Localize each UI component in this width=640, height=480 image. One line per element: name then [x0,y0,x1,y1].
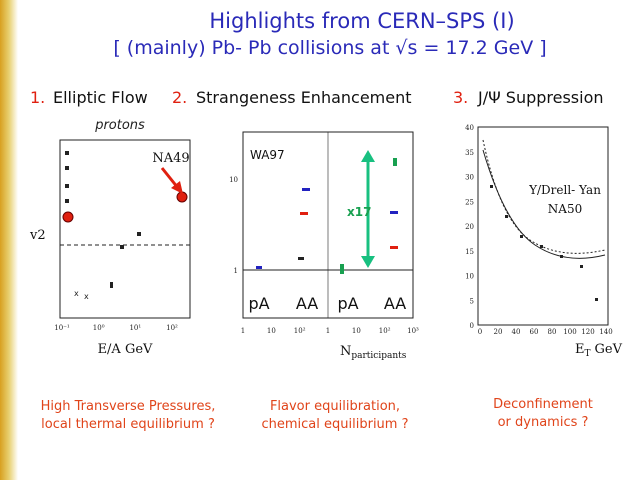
y-tick-label: 35 [465,149,474,157]
x-tick-label: 20 [494,328,503,336]
topic-number: 2. [172,88,187,107]
y-tick-label: 30 [465,174,474,182]
x-tick-label: 10⁰ [93,324,105,332]
arrowhead [361,150,375,162]
arrowhead [361,256,375,268]
x-tick-label: 80 [548,328,557,336]
y-tick-label: 25 [465,198,474,206]
x-label-sub: participants [351,351,406,361]
x-tick-label: 10² [294,327,306,335]
svg-text:x: x [74,289,79,298]
experiment-tag: WA97 [250,148,285,162]
panel-strangeness: WA97 x17 pA AA pA AA 1 10 Nparticipants [229,131,414,361]
caption-line: High Transverse Pressures, [41,399,216,414]
arrowhead [171,181,183,194]
group-label: AA [296,294,318,313]
y-tick-label: 10 [229,176,238,184]
topic-label: Strangeness Enhancement [196,88,412,107]
caption-line: chemical equilibrium ? [262,417,409,432]
legend-dot [62,211,74,223]
side-stripe [0,0,18,480]
svg-text:x: x [84,292,89,301]
y-tick-label: 40 [465,124,474,132]
y-tick-label: 0 [470,322,474,330]
topic-label: Elliptic Flow [53,88,148,107]
y-label: v2 [29,228,46,243]
topic-number: 3. [453,88,468,107]
x-tick-label: 10³ [407,327,419,335]
topic-number: 1. [30,88,45,107]
factor-label: x17 [347,205,371,219]
y-tick-label: 10 [465,273,474,281]
y-tick-label: 1 [234,267,238,275]
y-tick-label: 15 [465,248,474,256]
x-tick-label: 1 [241,327,245,335]
topics: 1. Elliptic Flow 2. Strangeness Enhancem… [30,88,604,107]
ratio-label: Y/Drell- Yan [528,183,601,197]
panel-jpsi: Y/Drell- Yan NA50 ET GeV [477,126,623,359]
x-tick-label: 10² [166,324,178,332]
x-tick-label: 140 [599,328,612,336]
x-label-unit: GeV [595,342,623,357]
experiment-tag: NA49 [152,151,189,166]
y-tick-label: 20 [465,223,474,231]
x-tick-label: 100 [563,328,576,336]
curve [482,139,606,254]
x-tick-label: 10¹ [129,324,141,332]
experiment-tag: NA50 [548,202,582,216]
markers [490,185,598,301]
caption-line: Flavor equilibration, [270,399,400,414]
group-label: pA [248,294,269,313]
caption-line: Deconfinement [493,397,593,412]
x-tick-label: 60 [530,328,539,336]
panel-heading: protons [94,118,145,133]
x-label: Nparticipants [340,344,407,361]
plot-frame [477,126,609,326]
x-tick-label: 10⁻¹ [54,324,70,332]
group-label: pA [337,294,358,313]
x-tick-label: 1 [326,327,330,335]
title: Highlights from CERN–SPS (I) [209,9,514,33]
x-label-main: E [575,342,585,357]
subtitle: [ (mainly) Pb- Pb collisions at √s = 17.… [113,37,546,59]
y-tick-label: 5 [470,297,474,305]
x-tick-label: 120 [581,328,594,336]
topic-label: J/Ψ Suppression [477,88,604,107]
caption-line: or dynamics ? [498,415,589,430]
x-tick-label: 10 [267,327,276,335]
x-label: E/A GeV [98,342,153,357]
x-label-main: N [340,344,351,359]
group-label: AA [384,294,406,313]
x-tick-label: 10² [379,327,391,335]
x-label-sub: T [585,349,591,359]
markers [256,158,398,274]
plot-frame [59,139,191,319]
caption-line: local thermal equilibrium ? [41,417,215,432]
x-label: ET GeV [575,342,623,359]
ticks: 10⁻¹ 10⁰ 10¹ 10² 1 10 10² 1 10 10² 10³ 0 20 40 60 80 100… [54,124,612,336]
x-tick-label: 10 [352,327,361,335]
captions: High Transverse Pressures, local thermal… [41,397,593,432]
x-tick-label: 40 [512,328,521,336]
x-tick-label: 0 [478,328,482,336]
curve [482,149,606,259]
